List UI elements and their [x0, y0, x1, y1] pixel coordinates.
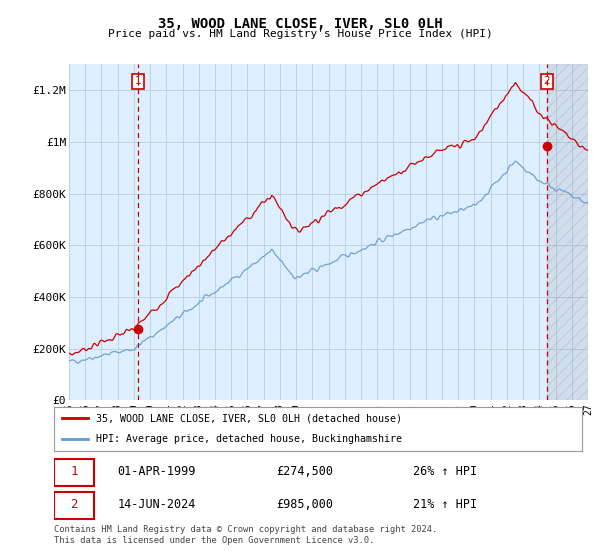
Text: 1: 1 — [134, 76, 141, 86]
Text: 2: 2 — [70, 498, 77, 511]
Text: Price paid vs. HM Land Registry's House Price Index (HPI): Price paid vs. HM Land Registry's House … — [107, 29, 493, 39]
Bar — [547, 64, 588, 400]
Text: 35, WOOD LANE CLOSE, IVER, SL0 0LH (detached house): 35, WOOD LANE CLOSE, IVER, SL0 0LH (deta… — [96, 413, 402, 423]
FancyBboxPatch shape — [54, 459, 94, 486]
Text: HPI: Average price, detached house, Buckinghamshire: HPI: Average price, detached house, Buck… — [96, 433, 402, 444]
Text: 14-JUN-2024: 14-JUN-2024 — [118, 498, 196, 511]
Text: 21% ↑ HPI: 21% ↑ HPI — [413, 498, 477, 511]
Text: £985,000: £985,000 — [276, 498, 333, 511]
Text: 1: 1 — [70, 465, 77, 478]
Text: 26% ↑ HPI: 26% ↑ HPI — [413, 465, 477, 478]
Text: £274,500: £274,500 — [276, 465, 333, 478]
Text: 35, WOOD LANE CLOSE, IVER, SL0 0LH: 35, WOOD LANE CLOSE, IVER, SL0 0LH — [158, 17, 442, 31]
Text: Contains HM Land Registry data © Crown copyright and database right 2024.
This d: Contains HM Land Registry data © Crown c… — [54, 525, 437, 545]
Text: 01-APR-1999: 01-APR-1999 — [118, 465, 196, 478]
FancyBboxPatch shape — [54, 492, 94, 519]
Text: 2: 2 — [544, 76, 550, 86]
